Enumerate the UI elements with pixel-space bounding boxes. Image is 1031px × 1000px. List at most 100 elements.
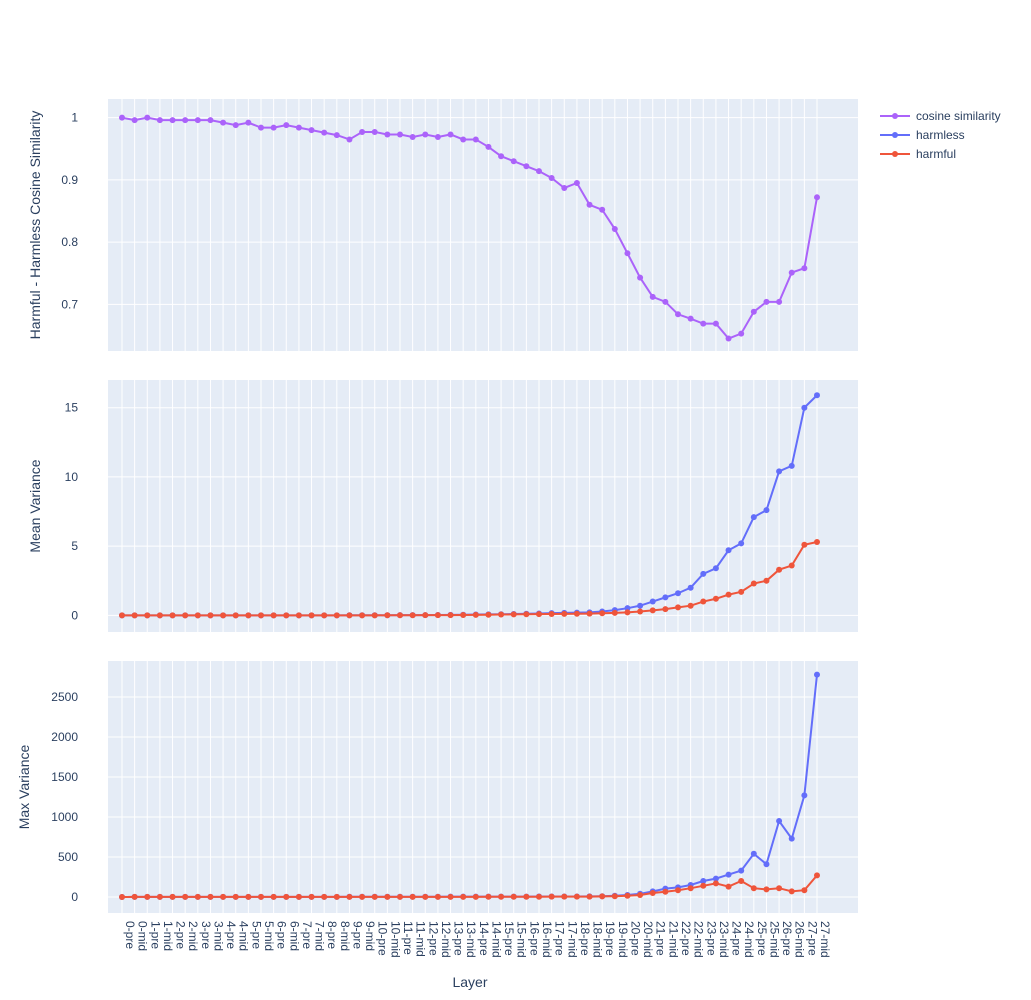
data-point[interactable]	[637, 608, 644, 615]
data-point[interactable]	[169, 117, 176, 124]
data-point[interactable]	[308, 893, 315, 900]
data-point[interactable]	[712, 320, 719, 327]
data-point[interactable]	[536, 893, 542, 900]
data-point[interactable]	[359, 893, 366, 900]
data-point[interactable]	[687, 584, 694, 591]
data-point[interactable]	[586, 610, 593, 617]
data-point[interactable]	[498, 893, 505, 900]
data-point[interactable]	[232, 893, 239, 900]
data-point[interactable]	[295, 612, 302, 619]
data-point[interactable]	[144, 114, 151, 121]
legend[interactable]: cosine similarity harmless harmful	[880, 109, 1001, 161]
data-point[interactable]	[131, 893, 138, 900]
data-point[interactable]	[801, 404, 808, 411]
data-point[interactable]	[611, 226, 618, 233]
data-point[interactable]	[207, 612, 214, 619]
data-point[interactable]	[750, 580, 757, 587]
data-point[interactable]	[359, 128, 366, 135]
data-point[interactable]	[333, 893, 340, 900]
data-point[interactable]	[434, 612, 441, 619]
data-point[interactable]	[194, 117, 201, 124]
data-point[interactable]	[498, 153, 505, 160]
data-point[interactable]	[687, 885, 694, 892]
data-point[interactable]	[220, 893, 227, 900]
data-point[interactable]	[776, 566, 783, 573]
data-point[interactable]	[801, 792, 808, 799]
data-point[interactable]	[232, 122, 239, 129]
data-point[interactable]	[485, 893, 492, 900]
data-point[interactable]	[485, 611, 492, 618]
data-point[interactable]	[447, 893, 454, 900]
data-point[interactable]	[788, 462, 795, 469]
data-point[interactable]	[788, 835, 795, 842]
data-point[interactable]	[624, 605, 631, 612]
data-point[interactable]	[308, 612, 315, 619]
data-point[interactable]	[738, 540, 745, 547]
data-point[interactable]	[409, 612, 416, 619]
data-point[interactable]	[637, 274, 644, 281]
data-point[interactable]	[321, 612, 328, 619]
data-point[interactable]	[422, 612, 429, 619]
data-point[interactable]	[510, 158, 517, 165]
data-point[interactable]	[245, 893, 252, 900]
data-point[interactable]	[283, 893, 290, 900]
data-point[interactable]	[460, 611, 467, 618]
data-point[interactable]	[232, 612, 239, 619]
data-point[interactable]	[573, 893, 580, 900]
data-point[interactable]	[662, 298, 669, 305]
data-point[interactable]	[675, 311, 681, 318]
data-point[interactable]	[662, 606, 669, 613]
data-point[interactable]	[131, 612, 138, 619]
data-point[interactable]	[485, 143, 492, 150]
data-point[interactable]	[712, 875, 719, 882]
data-point[interactable]	[561, 610, 568, 617]
data-point[interactable]	[359, 612, 366, 619]
data-point[interactable]	[472, 893, 479, 900]
data-point[interactable]	[346, 612, 353, 619]
data-point[interactable]	[295, 893, 302, 900]
data-point[interactable]	[801, 887, 808, 894]
data-point[interactable]	[119, 114, 125, 121]
data-point[interactable]	[725, 547, 732, 554]
data-point[interactable]	[397, 131, 403, 138]
legend-item[interactable]: harmless	[880, 128, 965, 142]
data-point[interactable]	[662, 594, 669, 601]
data-point[interactable]	[586, 893, 593, 900]
data-point[interactable]	[599, 610, 606, 617]
data-point[interactable]	[207, 893, 214, 900]
data-point[interactable]	[776, 818, 783, 824]
data-point[interactable]	[776, 885, 783, 892]
data-point[interactable]	[788, 562, 795, 569]
data-point[interactable]	[712, 595, 719, 602]
data-point[interactable]	[258, 612, 264, 619]
data-point[interactable]	[523, 163, 530, 170]
data-point[interactable]	[536, 611, 542, 618]
data-point[interactable]	[207, 117, 214, 124]
data-point[interactable]	[245, 119, 252, 126]
data-point[interactable]	[182, 893, 189, 900]
data-point[interactable]	[283, 122, 290, 129]
data-point[interactable]	[814, 671, 820, 678]
data-point[interactable]	[434, 133, 441, 140]
data-point[interactable]	[763, 577, 770, 584]
data-point[interactable]	[182, 612, 189, 619]
data-point[interactable]	[725, 883, 732, 890]
data-point[interactable]	[220, 119, 227, 126]
data-point[interactable]	[472, 136, 479, 143]
data-point[interactable]	[649, 293, 656, 300]
data-point[interactable]	[548, 893, 555, 900]
data-point[interactable]	[270, 893, 277, 900]
data-point[interactable]	[611, 893, 618, 900]
data-point[interactable]	[144, 893, 151, 900]
data-point[interactable]	[611, 609, 618, 616]
data-point[interactable]	[750, 308, 757, 315]
data-point[interactable]	[346, 136, 353, 143]
data-point[interactable]	[548, 175, 555, 182]
data-point[interactable]	[624, 250, 631, 257]
data-point[interactable]	[371, 128, 378, 135]
data-point[interactable]	[119, 612, 125, 619]
data-point[interactable]	[561, 184, 568, 191]
data-point[interactable]	[548, 611, 555, 617]
data-point[interactable]	[637, 892, 644, 898]
data-point[interactable]	[637, 602, 644, 609]
